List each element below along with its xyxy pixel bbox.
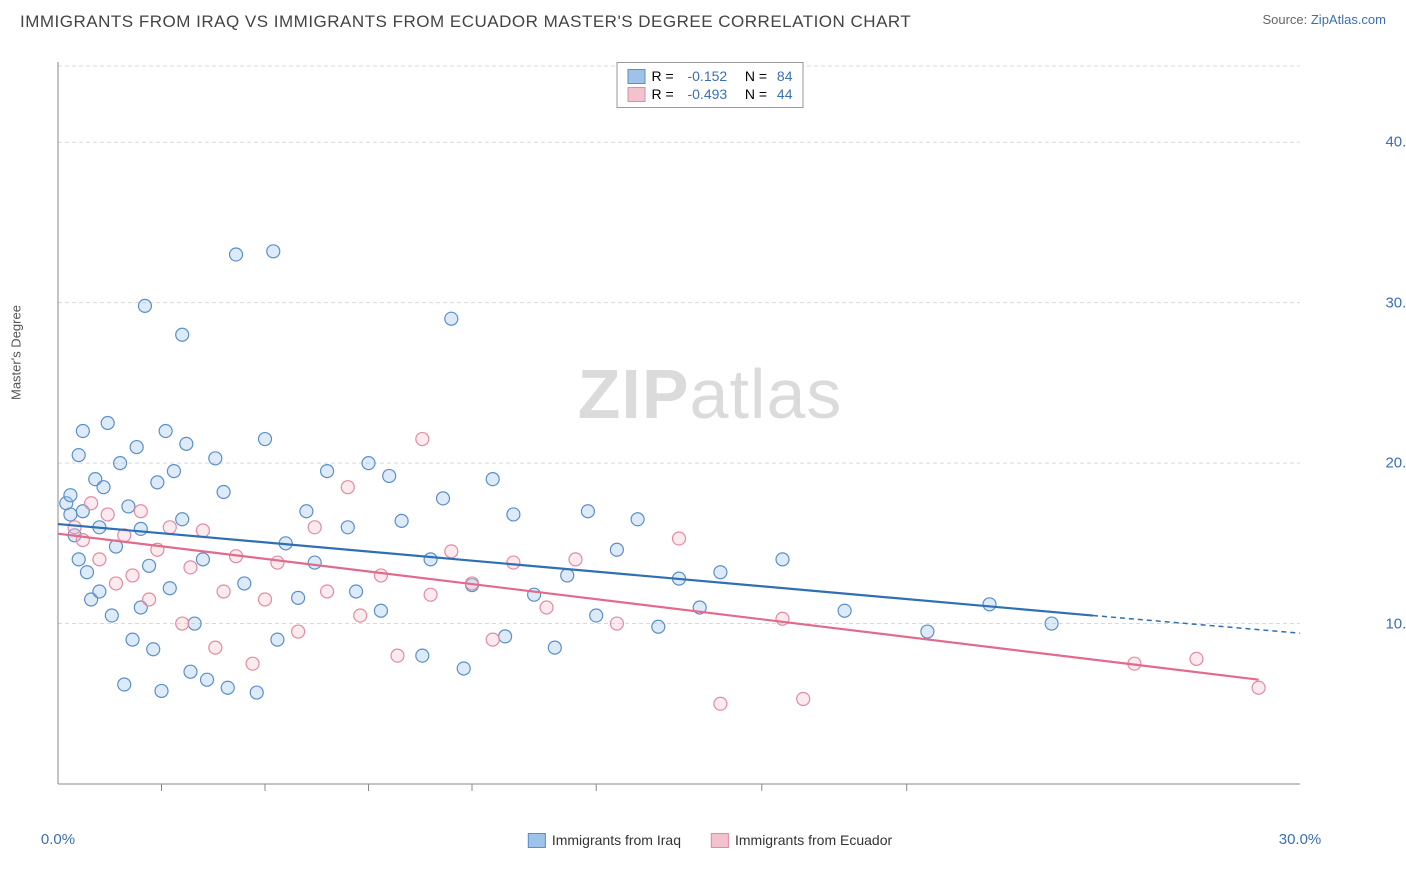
series-legend: Immigrants from Iraq Immigrants from Ecua… (528, 832, 892, 848)
scatter-chart: Master's Degree ZIPatlas R = -0.152 N = … (50, 60, 1370, 820)
legend-r-value: -0.493 (684, 86, 728, 102)
correlation-legend: R = -0.152 N = 84R = -0.493 N = 44 (617, 62, 804, 108)
series-legend-label: Immigrants from Iraq (552, 832, 681, 848)
legend-swatch (628, 87, 646, 102)
correlation-legend-row: R = -0.493 N = 44 (628, 85, 793, 103)
source-link[interactable]: ZipAtlas.com (1311, 12, 1386, 27)
plot-svg (50, 60, 1370, 820)
y-tick-label: 40.0% (1385, 134, 1406, 151)
source-attribution: Source: ZipAtlas.com (1262, 12, 1386, 27)
legend-r-label: R = (652, 68, 678, 84)
x-tick-label: 0.0% (41, 831, 75, 848)
correlation-legend-row: R = -0.152 N = 84 (628, 67, 793, 85)
y-tick-label: 10.0% (1385, 615, 1406, 632)
y-tick-label: 20.0% (1385, 455, 1406, 472)
legend-swatch (711, 833, 729, 848)
page-title: IMMIGRANTS FROM IRAQ VS IMMIGRANTS FROM … (20, 12, 911, 32)
legend-n-label: N = (733, 86, 771, 102)
legend-r-label: R = (652, 86, 678, 102)
legend-n-label: N = (733, 68, 771, 84)
series-legend-label: Immigrants from Ecuador (735, 832, 892, 848)
legend-n-value: 84 (777, 68, 793, 84)
legend-r-value: -0.152 (684, 68, 728, 84)
source-label: Source: (1262, 12, 1310, 27)
y-axis-label: Master's Degree (9, 305, 24, 400)
series-legend-item: Immigrants from Iraq (528, 832, 681, 848)
series-legend-item: Immigrants from Ecuador (711, 832, 892, 848)
legend-swatch (528, 833, 546, 848)
legend-swatch (628, 69, 646, 84)
y-tick-label: 30.0% (1385, 294, 1406, 311)
x-tick-label: 30.0% (1279, 831, 1322, 848)
legend-n-value: 44 (777, 86, 793, 102)
